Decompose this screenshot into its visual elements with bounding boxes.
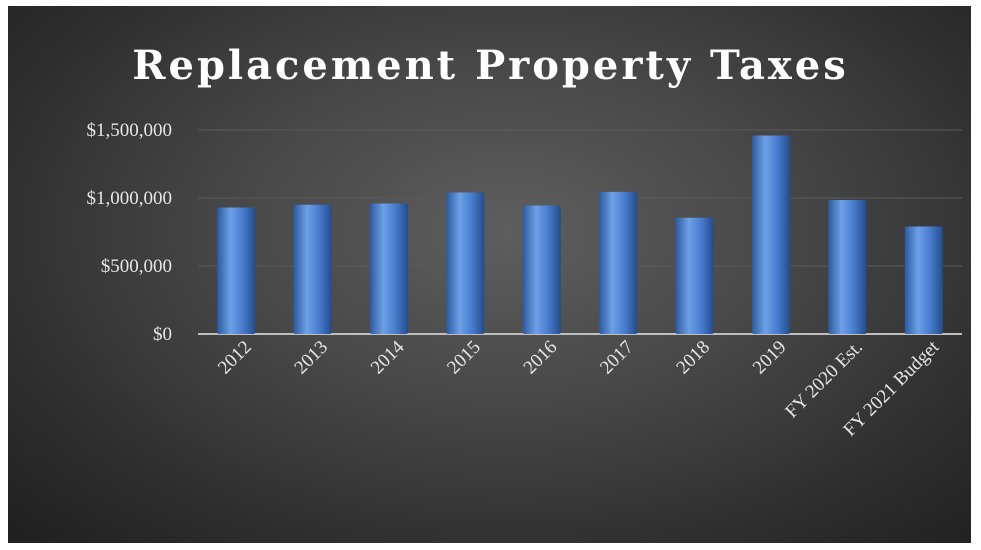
- bar: [446, 192, 485, 334]
- y-tick-label: $0: [153, 324, 172, 345]
- bar: [828, 200, 867, 334]
- chart-area: [8, 6, 971, 543]
- bar: [752, 135, 790, 334]
- x-tick-label: 2013: [290, 337, 332, 379]
- x-tick-label: 2014: [367, 336, 409, 378]
- x-tick-label: 2017: [596, 337, 638, 379]
- bar: [370, 203, 408, 334]
- y-tick-label: $500,000: [101, 256, 172, 277]
- x-tick-label: FY 2020 Est.: [781, 337, 867, 423]
- bar: [217, 207, 256, 334]
- bar: [599, 191, 638, 334]
- bar: [522, 205, 561, 334]
- bar: [293, 204, 332, 334]
- x-tick-label: 2019: [749, 337, 791, 379]
- y-tick-label: $1,500,000: [87, 120, 173, 141]
- y-tick-label: $1,000,000: [87, 188, 173, 209]
- x-tick-label: 2018: [672, 337, 714, 379]
- x-tick-label: 2016: [520, 337, 562, 379]
- chart-title: Replacement Property Taxes: [132, 42, 849, 89]
- bar: [904, 226, 943, 334]
- x-tick-label: 2012: [214, 337, 256, 379]
- x-tick-label: 2015: [443, 337, 485, 379]
- bar: [675, 217, 714, 334]
